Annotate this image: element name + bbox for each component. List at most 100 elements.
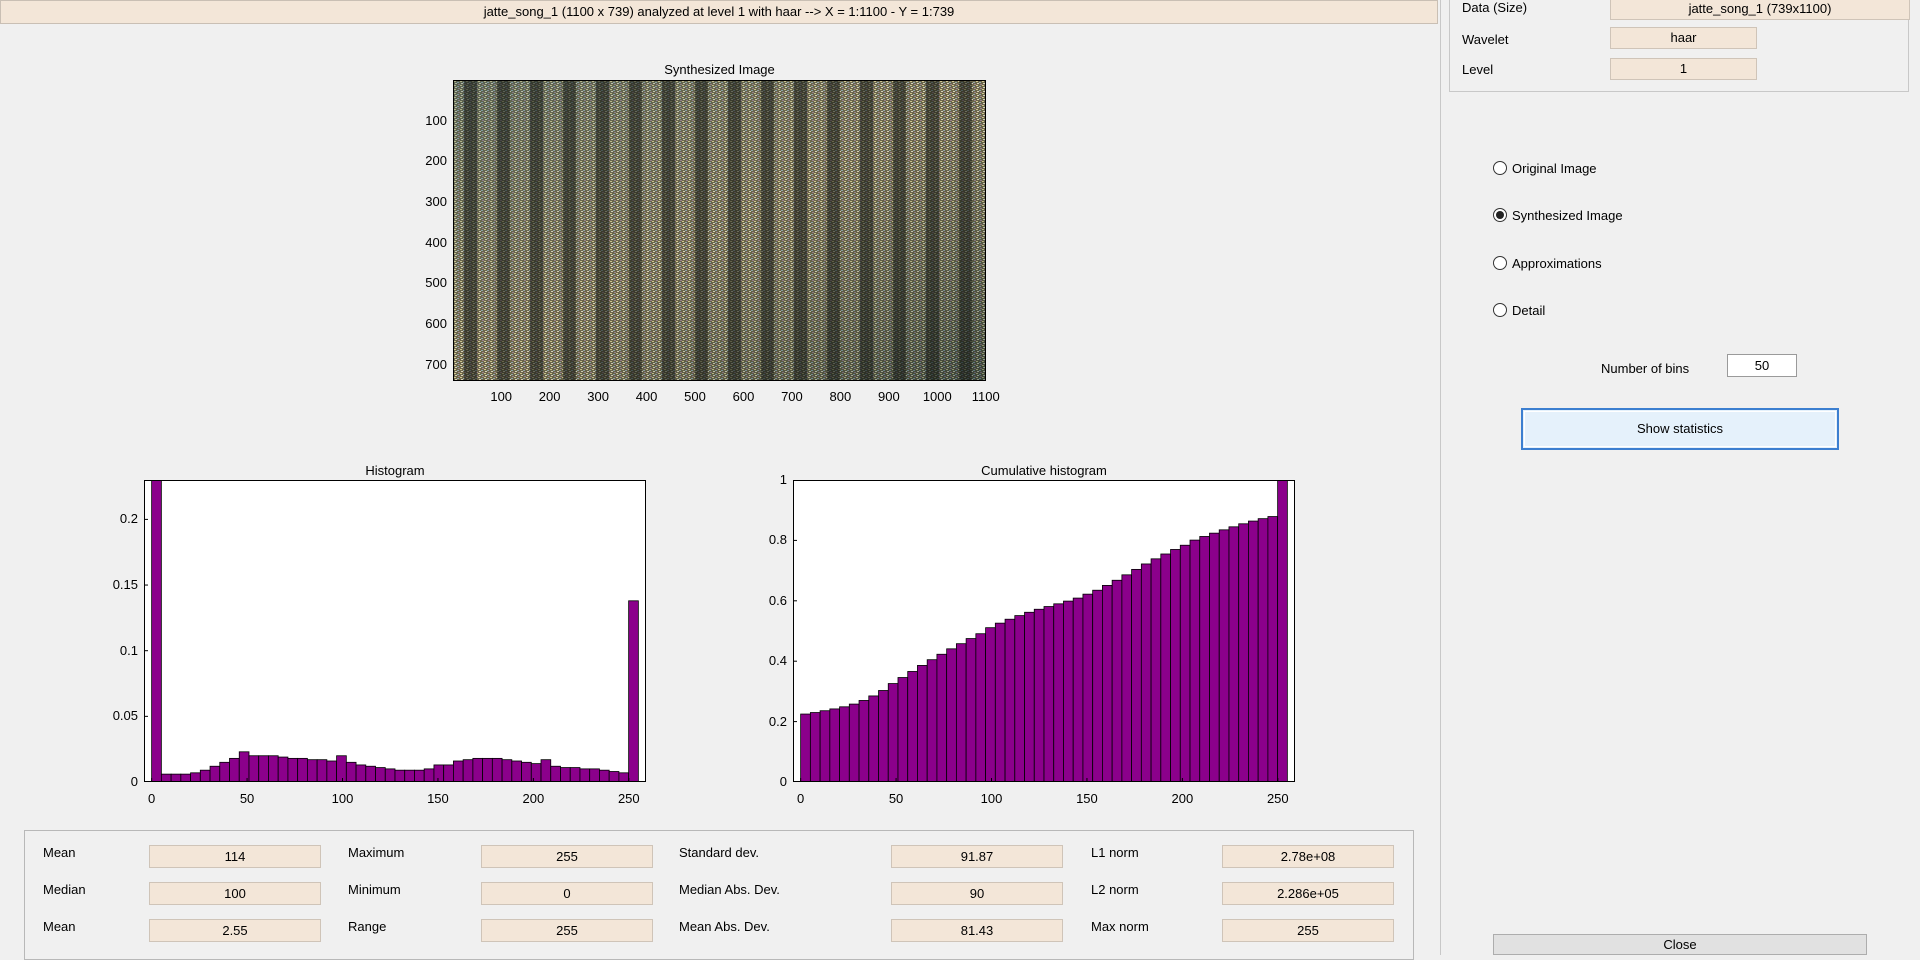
data-size-value: jatte_song_1 (739x1100): [1610, 0, 1910, 20]
histogram-bar: [170, 773, 182, 782]
histogram-bar: [1228, 526, 1240, 782]
histogram-bar: [1092, 589, 1103, 782]
histogram-bar: [511, 760, 522, 782]
x-tick-label: 100: [980, 791, 1003, 806]
histogram-bar: [219, 761, 230, 782]
histogram-bar: [1082, 593, 1094, 782]
histogram-bar: [887, 683, 899, 782]
stat-label-l1-norm: L1 norm: [1091, 845, 1139, 860]
y-tick-label: 0.4: [768, 653, 787, 669]
radio-button-icon[interactable]: [1493, 303, 1507, 317]
synth-x-tick-label: 900: [877, 389, 900, 404]
histogram-bar: [985, 627, 996, 782]
y-tick-label: 0: [130, 774, 138, 789]
plot-frame: [144, 480, 646, 782]
synth-y-tick-label: 700: [425, 356, 447, 372]
analysis-title-bar: jatte_song_1 (1100 x 739) analyzed at le…: [0, 0, 1438, 24]
stat-label-mean-2: Mean: [43, 919, 76, 934]
x-tick-label: 50: [888, 791, 904, 806]
histogram-bar: [355, 764, 367, 782]
x-tick-label: 100: [331, 791, 354, 806]
histogram-bar: [336, 755, 347, 782]
histogram-bar: [1111, 579, 1123, 782]
stat-value-mean-2: 2.55: [149, 919, 321, 942]
histogram-bar: [1209, 532, 1220, 782]
histogram-bar: [238, 751, 250, 782]
histogram-bar: [297, 757, 308, 782]
number-of-bins-label: Number of bins: [1601, 361, 1690, 376]
synth-x-tick-label: 700: [781, 389, 803, 404]
histogram-bar: [414, 769, 425, 782]
histogram-bar: [462, 759, 474, 782]
synth-x-tick-label: 600: [732, 389, 755, 404]
wavelet-label: Wavelet: [1462, 32, 1509, 47]
image-stripe: [794, 81, 807, 380]
stat-value-maximum: 255: [481, 845, 653, 868]
histogram-bar: [306, 759, 318, 782]
y-tick-label: 0.05: [112, 708, 138, 724]
histogram-bar: [809, 712, 821, 782]
synthesized-image-render: [454, 81, 985, 380]
radio-button-icon[interactable]: [1493, 161, 1507, 175]
cumulative-histogram-title: Cumulative histogram: [981, 463, 1107, 478]
y-tick-label: 1: [779, 472, 787, 487]
stat-label-standard-dev: Standard dev.: [679, 845, 759, 860]
stat-label-range: Range: [348, 919, 387, 934]
radio-button-icon[interactable]: [1493, 256, 1507, 270]
synth-image-title: Synthesized Image: [664, 62, 775, 77]
stat-value-median: 100: [149, 882, 321, 905]
histogram-bar: [1004, 618, 1016, 782]
histogram-bar: [868, 695, 879, 782]
radio-detail[interactable]: Detail: [1493, 300, 1545, 320]
stat-label-median-abs-dev: Median Abs. Dev.: [679, 882, 780, 897]
number-of-bins-input[interactable]: 50: [1727, 354, 1797, 377]
radio-approximations[interactable]: Approximations: [1493, 253, 1602, 273]
histogram-bar: [209, 765, 221, 782]
image-stripe: [728, 81, 741, 380]
histogram-bar: [1121, 574, 1133, 782]
image-stripe: [893, 81, 906, 380]
image-stripe: [860, 81, 873, 380]
image-stripe: [464, 81, 477, 380]
radio-button-selected-icon[interactable]: [1493, 208, 1507, 222]
synth-x-tick-label: 200: [538, 389, 561, 404]
image-stripe: [629, 81, 642, 380]
synth-x-tick-label: 400: [635, 389, 658, 404]
histogram-bar: [433, 764, 445, 782]
synthesized-image[interactable]: [453, 80, 986, 381]
stat-value-standard-dev: 91.87: [891, 845, 1063, 868]
y-tick-label: 0.8: [768, 532, 787, 548]
data-info-box: Data (Size) jatte_song_1 (739x1100) Wave…: [1449, 0, 1910, 92]
histogram-bar: [375, 767, 386, 782]
x-tick-label: 0: [148, 791, 156, 806]
x-tick-label: 200: [522, 791, 545, 806]
close-button[interactable]: Close: [1493, 934, 1867, 955]
histogram-bar: [1053, 603, 1064, 782]
radio-original-image[interactable]: Original Image: [1493, 158, 1597, 178]
synth-y-tick-label: 500: [425, 275, 447, 291]
histogram-bar: [1024, 611, 1035, 782]
histogram-bar: [936, 653, 948, 782]
histogram-bar: [1063, 600, 1074, 782]
histogram-bar: [190, 772, 201, 782]
radio-label-approximations: Approximations: [1512, 255, 1602, 271]
histogram-bar: [472, 757, 484, 782]
radio-label-detail: Detail: [1512, 302, 1546, 318]
synth-y-tick-label: 200: [425, 153, 447, 169]
histogram-bar: [829, 708, 840, 782]
show-statistics-button[interactable]: Show statistics: [1521, 408, 1839, 450]
synth-y-tick-label: 400: [425, 234, 447, 250]
histogram-bar: [491, 757, 503, 782]
radio-synthesized-image[interactable]: Synthesized Image: [1493, 205, 1623, 225]
synth-y-tick-label: 300: [425, 193, 447, 209]
histogram-bar: [384, 768, 396, 782]
x-tick-label: 250: [1266, 791, 1289, 806]
histogram-bar: [628, 600, 639, 782]
synth-x-tick-label: 500: [684, 389, 706, 404]
histogram-bar: [926, 659, 938, 782]
histogram-bar: [897, 677, 909, 782]
histogram-bar: [1179, 544, 1191, 782]
histogram-bar: [345, 761, 357, 782]
synth-x-tick-label: 800: [829, 389, 852, 404]
histogram-bar: [946, 648, 957, 782]
